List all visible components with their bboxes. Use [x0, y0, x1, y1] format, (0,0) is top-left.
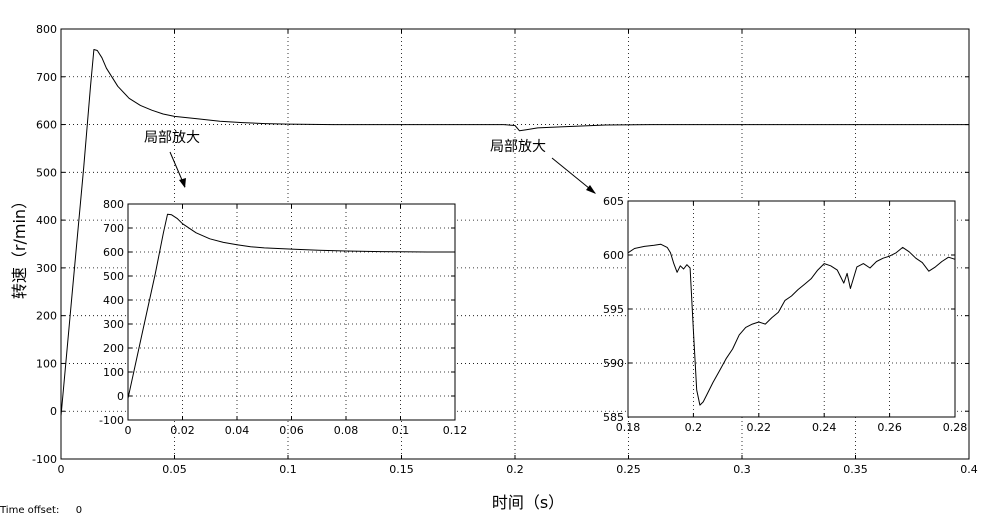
inset1-x-tick-label: 0 [125, 424, 132, 437]
main-y-tick-label: 800 [36, 23, 57, 36]
annotation-zoom-label-left: 局部放大 [144, 130, 200, 146]
time-offset-readout: Time offset: 0 [0, 505, 82, 516]
main-y-tick-label: 700 [36, 71, 57, 84]
main-y-tick-label: 0 [50, 405, 57, 418]
inset1-y-tick-label: -100 [99, 414, 124, 427]
inset2-y-tick-label: 585 [603, 411, 624, 424]
main-x-tick-label: 0.3 [733, 463, 751, 476]
inset1-y-tick-label: 800 [103, 198, 124, 211]
main-axes-frame [60, 28, 970, 460]
inset1-series-line [127, 213, 455, 399]
inset1-y-tick-label: 100 [103, 366, 124, 379]
time-offset-label: Time offset: [0, 505, 60, 516]
inset2-plot-area [628, 201, 955, 417]
main-x-tick-label: 0.05 [162, 463, 187, 476]
main-y-axis-label: 转速（r/min） [10, 193, 29, 299]
inset1-y-tick-label: 600 [103, 246, 124, 259]
inset1-x-tick-label: 0.02 [170, 424, 195, 437]
inset1-x-tick-label: 0.1 [392, 424, 410, 437]
inset2-y-tick-label: 605 [603, 195, 624, 208]
inset2-y-tick-label: 600 [603, 249, 624, 262]
inset1-y-tick-label: 0 [117, 390, 124, 403]
inset2-x-tick-label: 0.2 [685, 421, 703, 434]
main-x-axis-label: 时间（s） [492, 493, 564, 512]
annotation-arrowhead-left [179, 178, 186, 188]
annotation-zoom-label-right: 局部放大 [490, 139, 546, 155]
main-x-tick-label: 0 [58, 463, 65, 476]
annotation-arrow-right [551, 157, 596, 194]
inset2-x-tick-label: 0.28 [943, 421, 968, 434]
inset2-x-tick-label: 0.22 [747, 421, 772, 434]
main-x-tick-label: 0.4 [960, 463, 978, 476]
inset1-y-tick-label: 700 [103, 222, 124, 235]
main-x-tick-label: 0.15 [389, 463, 414, 476]
zoom-inset-startup: 0 0.02 0.04 0.06 0.08 0.1 0.12-100010020030040… [99, 198, 467, 437]
zoom-inset-disturbance: 0.18 0.2 0.22 0.24 0.26 0.28 585 590 595 600 605 [603, 195, 967, 434]
inset1-y-tick-label: 400 [103, 294, 124, 307]
main-y-tick-label: 500 [36, 166, 57, 179]
inset1-axes-frame [127, 203, 456, 421]
main-y-tick-label: 200 [36, 310, 57, 323]
main-y-tick-label: 600 [36, 119, 57, 132]
inset1-x-tick-label: 0.06 [279, 424, 304, 437]
inset1-x-tick-label: 0.12 [443, 424, 468, 437]
main-series-line [60, 49, 969, 417]
main-y-tick-label: -100 [32, 453, 57, 466]
inset2-x-tick-label: 0.24 [812, 421, 837, 434]
main-x-tick-label: 0.35 [843, 463, 868, 476]
inset1-y-tick-label: 200 [103, 342, 124, 355]
inset2-y-tick-label: 590 [603, 357, 624, 370]
annotation-arrowhead-right [586, 185, 596, 194]
inset1-y-tick-label: 500 [103, 270, 124, 283]
inset2-series-line [627, 243, 956, 406]
main-y-tick-label: 400 [36, 214, 57, 227]
inset1-y-tick-label: 300 [103, 318, 124, 331]
main-x-tick-label: 0.25 [616, 463, 641, 476]
main-x-tick-label: 0.1 [279, 463, 297, 476]
main-y-tick-label: 300 [36, 262, 57, 275]
inset2-x-tick-label: 0.26 [877, 421, 902, 434]
inset2-x-tick-label: 0.18 [616, 421, 641, 434]
main-x-tick-label: 0.2 [506, 463, 524, 476]
time-offset-value: 0 [75, 505, 83, 516]
inset2-y-tick-label: 595 [603, 303, 624, 316]
main-y-tick-label: 100 [36, 357, 57, 370]
inset2-axes-frame [627, 200, 956, 418]
inset1-x-tick-label: 0.04 [225, 424, 250, 437]
inset1-x-tick-label: 0.08 [334, 424, 359, 437]
